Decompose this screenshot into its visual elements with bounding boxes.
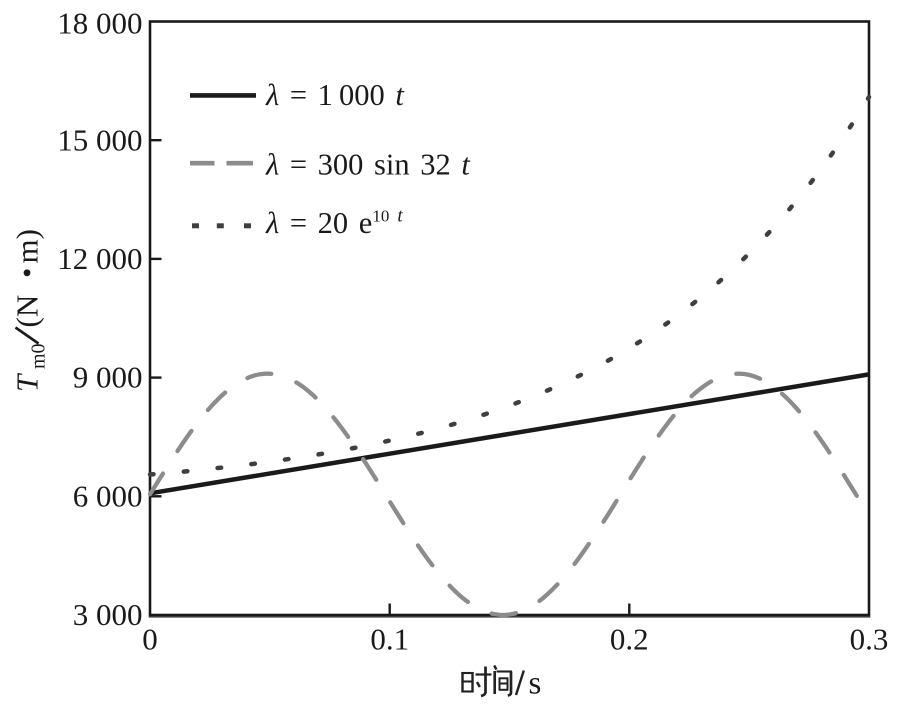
svg-text:0.3: 0.3 [850,622,889,657]
svg-text:s: s [529,666,542,702]
svg-text:18 000: 18 000 [57,6,142,41]
svg-text:T: T [10,372,45,392]
svg-text:3 000: 3 000 [73,597,143,632]
svg-text:m): m) [10,229,45,263]
svg-text:(N: (N [10,295,45,328]
svg-text:λ = 1 000 t: λ = 1 000 t [265,78,405,112]
svg-text:9 000: 9 000 [73,360,143,395]
svg-text:0.1: 0.1 [370,622,409,657]
svg-text:6 000: 6 000 [73,478,143,513]
svg-text:0.2: 0.2 [610,622,649,657]
svg-text:λ = 300 sin 32 t: λ = 300 sin 32 t [265,147,471,181]
svg-text:m0: m0 [28,343,50,369]
svg-text:12 000: 12 000 [57,241,142,276]
svg-text:0: 0 [142,622,158,657]
svg-text:15 000: 15 000 [57,122,142,157]
